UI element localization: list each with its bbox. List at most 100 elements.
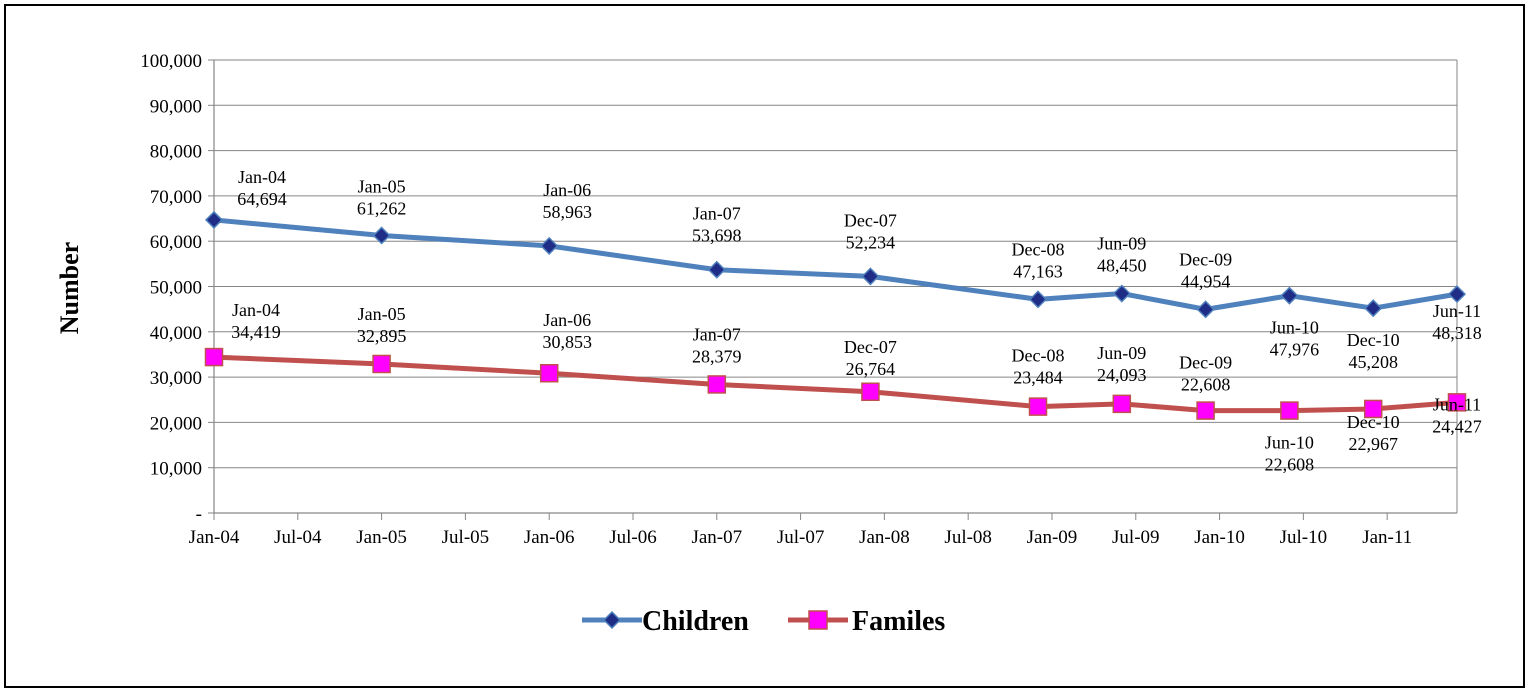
data-label-date: Jun-11 <box>1433 301 1481 321</box>
data-label-value: 24,093 <box>1097 365 1147 385</box>
legend: Children Familes <box>582 606 945 637</box>
x-tick-label: Jan-11 <box>1362 527 1412 548</box>
data-label-value: 58,963 <box>542 202 592 222</box>
data-label-date: Jan-06 <box>543 310 591 330</box>
data-label-date: Dec-08 <box>1012 239 1065 259</box>
series-line-children <box>213 217 1458 312</box>
data-point-children <box>1280 286 1299 305</box>
data-label-value: 22,608 <box>1265 455 1315 475</box>
data-label-date: Jun-09 <box>1097 234 1146 254</box>
y-tick-label: 50,000 <box>150 278 202 299</box>
legend-item-children: Children <box>582 606 749 637</box>
data-label-value: 22,967 <box>1348 434 1398 454</box>
x-tick-label: Jan-06 <box>524 527 575 548</box>
data-label-value: 23,484 <box>1013 368 1063 388</box>
data-label-value: 44,954 <box>1181 271 1231 291</box>
data-point-children <box>372 226 391 245</box>
data-point-children <box>1447 285 1467 304</box>
data-label-date: Dec-10 <box>1347 412 1400 432</box>
data-label-value: 53,698 <box>692 226 742 246</box>
legend-item-familes: Familes <box>788 606 945 637</box>
data-label-date: Jun-11 <box>1433 394 1481 414</box>
data-label-value: 48,450 <box>1097 256 1147 276</box>
data-point-familes <box>539 363 559 383</box>
data-label-date: Dec-10 <box>1347 330 1400 350</box>
data-label-value: 34,419 <box>231 322 281 342</box>
data-point-familes <box>1028 397 1048 416</box>
y-tick-label: - <box>196 504 202 525</box>
legend-marker-diamond <box>602 610 622 630</box>
data-label-value: 45,208 <box>1348 352 1398 372</box>
data-label-value: 48,318 <box>1432 323 1482 343</box>
data-label-value: 28,379 <box>692 346 742 366</box>
data-point-familes <box>1280 401 1299 420</box>
data-label-date: Jan-06 <box>543 180 591 200</box>
data-label-value: 52,234 <box>846 232 896 252</box>
data-point-children <box>540 236 559 255</box>
x-tick-label: Jan-05 <box>356 527 407 548</box>
data-label-value: 47,976 <box>1270 340 1320 360</box>
data-label-value: 61,262 <box>357 198 407 218</box>
data-label-date: Dec-09 <box>1179 353 1232 373</box>
y-tick-label: 100,000 <box>140 51 202 72</box>
data-point-children <box>1028 290 1048 309</box>
y-tick-label: 10,000 <box>150 459 202 480</box>
data-point-children <box>1196 300 1215 319</box>
data-point-children <box>1112 284 1131 303</box>
data-label-date: Dec-09 <box>1179 249 1232 269</box>
data-point-familes <box>1196 401 1215 420</box>
x-tick-label: Jul-08 <box>944 527 992 548</box>
y-tick-label: 30,000 <box>150 368 202 389</box>
data-label-value: 24,427 <box>1432 416 1482 436</box>
y-tick-label: 40,000 <box>150 323 202 344</box>
data-label-date: Jan-05 <box>358 176 406 196</box>
data-point-children <box>707 260 726 279</box>
data-label-value: 32,895 <box>357 326 407 346</box>
data-point-familes <box>1112 394 1132 414</box>
data-label-value: 47,163 <box>1013 261 1063 281</box>
data-label-date: Dec-08 <box>1012 346 1065 366</box>
legend-label: Children <box>642 606 749 637</box>
x-tick-label: Jul-09 <box>1112 527 1160 548</box>
x-tick-label: Jan-07 <box>691 527 742 548</box>
x-tick-label: Jul-07 <box>777 527 825 548</box>
data-label-date: Jan-07 <box>693 204 741 224</box>
data-label-date: Dec-07 <box>844 210 897 230</box>
x-tick-label: Jul-04 <box>274 527 322 548</box>
data-point-children <box>861 267 880 286</box>
data-point-familes <box>372 354 391 374</box>
data-point-children <box>1364 299 1383 318</box>
y-axis-title: Number <box>55 242 84 334</box>
data-label-date: Jan-05 <box>358 304 406 324</box>
data-label-date: Jan-04 <box>232 300 280 320</box>
series-markers <box>204 210 1467 420</box>
data-label-date: Jan-04 <box>238 167 286 187</box>
data-label-value: 26,764 <box>846 359 896 379</box>
data-label-date: Jun-09 <box>1097 343 1146 363</box>
data-label-date: Jun-10 <box>1270 318 1319 338</box>
data-label-date: Jun-10 <box>1265 433 1314 453</box>
data-point-familes <box>1447 393 1467 412</box>
data-label-value: 22,608 <box>1181 375 1231 395</box>
data-label-value: 30,853 <box>542 332 592 352</box>
chart-frame: - 10,000 20,000 30,000 40,000 50,000 60,000 70,… <box>4 4 1525 688</box>
data-point-children <box>204 210 224 229</box>
data-point-familes <box>707 375 727 394</box>
series-line-familes <box>213 354 1458 414</box>
gridlines <box>214 59 1457 469</box>
x-tick-label: Jul-06 <box>609 527 657 548</box>
x-tick-label: Jul-05 <box>442 527 490 548</box>
y-tick-label: 90,000 <box>150 96 202 117</box>
data-label-value: 64,694 <box>237 189 287 209</box>
x-tick-label: Jan-09 <box>1027 527 1078 548</box>
x-tick-label: Jan-08 <box>859 527 910 548</box>
data-label-date: Dec-07 <box>844 337 897 357</box>
axes: - 10,000 20,000 30,000 40,000 50,000 60,000 70,… <box>140 51 1458 548</box>
data-point-familes <box>861 382 880 402</box>
data-label-date: Jan-07 <box>693 324 741 344</box>
x-tick-label: Jan-04 <box>189 527 240 548</box>
legend-marker-square <box>808 610 828 630</box>
y-tick-label: 60,000 <box>150 232 202 253</box>
y-tick-label: 70,000 <box>150 187 202 208</box>
